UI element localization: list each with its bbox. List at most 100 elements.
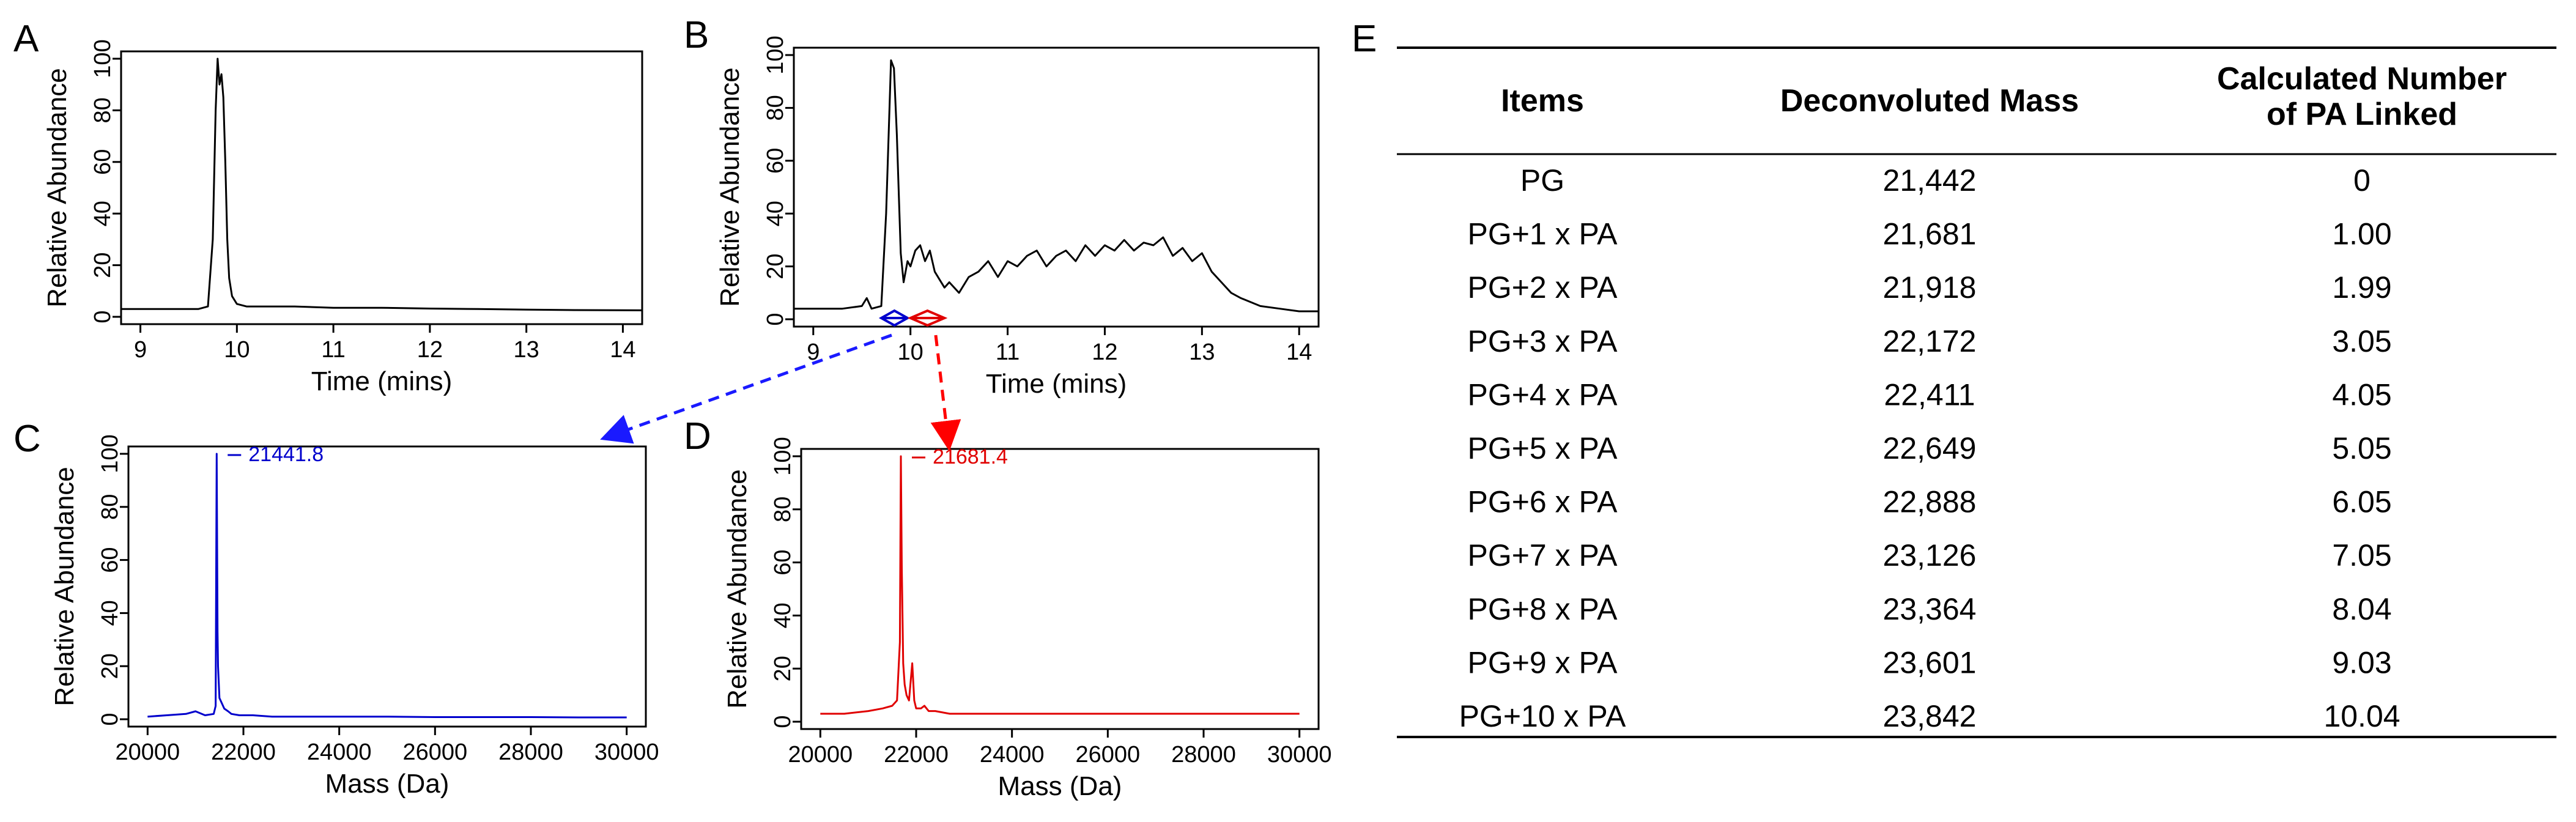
peak-label: 21441.8 [248, 443, 324, 466]
table-cell: 9.03 [2332, 645, 2391, 679]
x-axis-title: Time (mins) [986, 369, 1127, 399]
panel-letter-b: B [684, 14, 709, 56]
table-cell: 5.05 [2332, 431, 2391, 465]
table-cell: 22,411 [1884, 377, 1975, 412]
y-tick-label: 80 [770, 497, 796, 522]
series-line [121, 57, 643, 311]
x-tick-label: 28000 [498, 739, 563, 765]
x-tick-label: 22000 [211, 739, 276, 765]
y-tick-label: 100 [97, 434, 123, 473]
table-cell: PG [1520, 163, 1564, 198]
x-tick-label: 9 [134, 337, 147, 363]
x-axis-title: Mass (Da) [325, 769, 450, 799]
plot-frame [127, 445, 647, 728]
x-tick-label: 14 [610, 337, 635, 363]
table-header-cell: Items [1501, 83, 1584, 119]
table-cell: 0 [2353, 163, 2371, 198]
chart-d: 20000 22000 24000 26000 28000 30000 0 20 40 60 80 1… [722, 437, 1332, 801]
table-cell: 23,842 [1883, 699, 1977, 733]
table-cell: 23,601 [1883, 645, 1977, 679]
series-line [147, 453, 627, 719]
y-tick-label: 40 [97, 600, 123, 626]
y-tick-label: 60 [97, 547, 123, 572]
x-tick-label: 22000 [884, 742, 949, 768]
table-cell: 22,649 [1883, 431, 1977, 465]
y-tick-label: 60 [763, 148, 788, 174]
y-tick-label: 80 [97, 494, 123, 520]
red-dashed-arrow [930, 335, 961, 451]
table-cell: 22,888 [1883, 485, 1977, 519]
y-tick-label: 0 [763, 313, 788, 325]
panel-letter-e: E [1352, 18, 1377, 60]
y-tick-label: 0 [90, 310, 116, 323]
table-cell: 1.99 [2332, 270, 2391, 305]
mass-table: Items Deconvoluted Mass Calculated Numbero… [1397, 46, 2556, 738]
chart-c: 20000 22000 24000 26000 28000 30000 0 20 40 60 80 1… [50, 434, 659, 799]
table-cell: 6.05 [2332, 485, 2391, 519]
table-cell: 4.05 [2332, 377, 2391, 412]
x-tick-label: 24000 [307, 739, 372, 765]
y-tick-label: 20 [90, 252, 116, 278]
x-tick-label: 12 [417, 337, 443, 363]
table-header-cell: Deconvoluted Mass [1780, 83, 2079, 119]
table-cell: PG+1 x PA [1467, 217, 1618, 251]
plot-frame [800, 448, 1320, 730]
y-tick-label: 20 [763, 253, 788, 279]
table-header-cell: Calculated Number [2217, 61, 2507, 97]
table-header-cell: of PA Linked [2267, 97, 2457, 132]
table-cell: PG+3 x PA [1467, 324, 1618, 358]
panel-letter-a: A [13, 18, 39, 60]
table-cell: 3.05 [2332, 324, 2391, 358]
plot-frame [120, 50, 643, 325]
y-tick-label: 100 [763, 35, 788, 74]
y-tick-label: 20 [770, 656, 796, 681]
y-tick-label: 40 [90, 201, 116, 226]
x-tick-label: 13 [514, 337, 539, 363]
chart-a: 9 10 11 12 13 14 0 20 40 60 80 100 Time (mins) Relati… [42, 39, 643, 396]
x-tick-label: 11 [996, 339, 1020, 365]
x-tick-label: 9 [807, 339, 820, 365]
x-tick-label: 30000 [1267, 742, 1332, 768]
series-line [820, 455, 1300, 715]
table-cell: 23,126 [1883, 538, 1977, 572]
table-cell: PG+10 x PA [1459, 699, 1626, 733]
table-cell: 1.00 [2332, 217, 2391, 251]
y-axis-title: Relative Abundance [722, 469, 752, 708]
panel-letter-c: C [13, 418, 41, 460]
y-tick-label: 0 [770, 715, 796, 728]
x-tick-label: 14 [1286, 339, 1312, 365]
x-tick-label: 10 [898, 339, 923, 365]
peak-label: 21681.4 [933, 445, 1008, 468]
table-cell: 21,442 [1883, 163, 1977, 198]
table-cell: PG+5 x PA [1467, 431, 1618, 465]
x-tick-label: 20000 [115, 739, 180, 765]
table-cell: 23,364 [1883, 592, 1977, 626]
table-cell: 8.04 [2332, 592, 2391, 626]
x-axis-title: Time (mins) [311, 366, 453, 396]
table-cell: PG+9 x PA [1467, 645, 1618, 679]
x-tick-label: 24000 [980, 742, 1045, 768]
table-cell: 21,918 [1883, 270, 1977, 305]
y-tick-label: 60 [770, 549, 796, 575]
x-tick-label: 11 [321, 337, 345, 363]
x-tick-label: 30000 [594, 739, 659, 765]
blue-dashed-arrow [600, 333, 892, 444]
x-tick-label: 20000 [788, 742, 853, 768]
x-tick-label: 26000 [1075, 742, 1140, 768]
table-cell: 21,681 [1883, 217, 1977, 251]
y-tick-label: 0 [97, 713, 123, 725]
y-tick-label: 80 [763, 95, 788, 120]
panel-letter-d: D [684, 415, 711, 457]
y-tick-label: 40 [763, 201, 788, 226]
y-tick-label: 80 [90, 97, 116, 123]
y-tick-label: 40 [770, 602, 796, 628]
x-tick-label: 13 [1189, 339, 1215, 365]
y-tick-label: 60 [90, 149, 116, 175]
x-tick-label: 26000 [402, 739, 467, 765]
table-cell: PG+4 x PA [1467, 377, 1618, 412]
x-axis-title: Mass (Da) [998, 771, 1122, 801]
table-cell: PG+7 x PA [1467, 538, 1618, 572]
y-axis-title: Relative Abundance [715, 67, 745, 306]
table-cell: PG+8 x PA [1467, 592, 1618, 626]
